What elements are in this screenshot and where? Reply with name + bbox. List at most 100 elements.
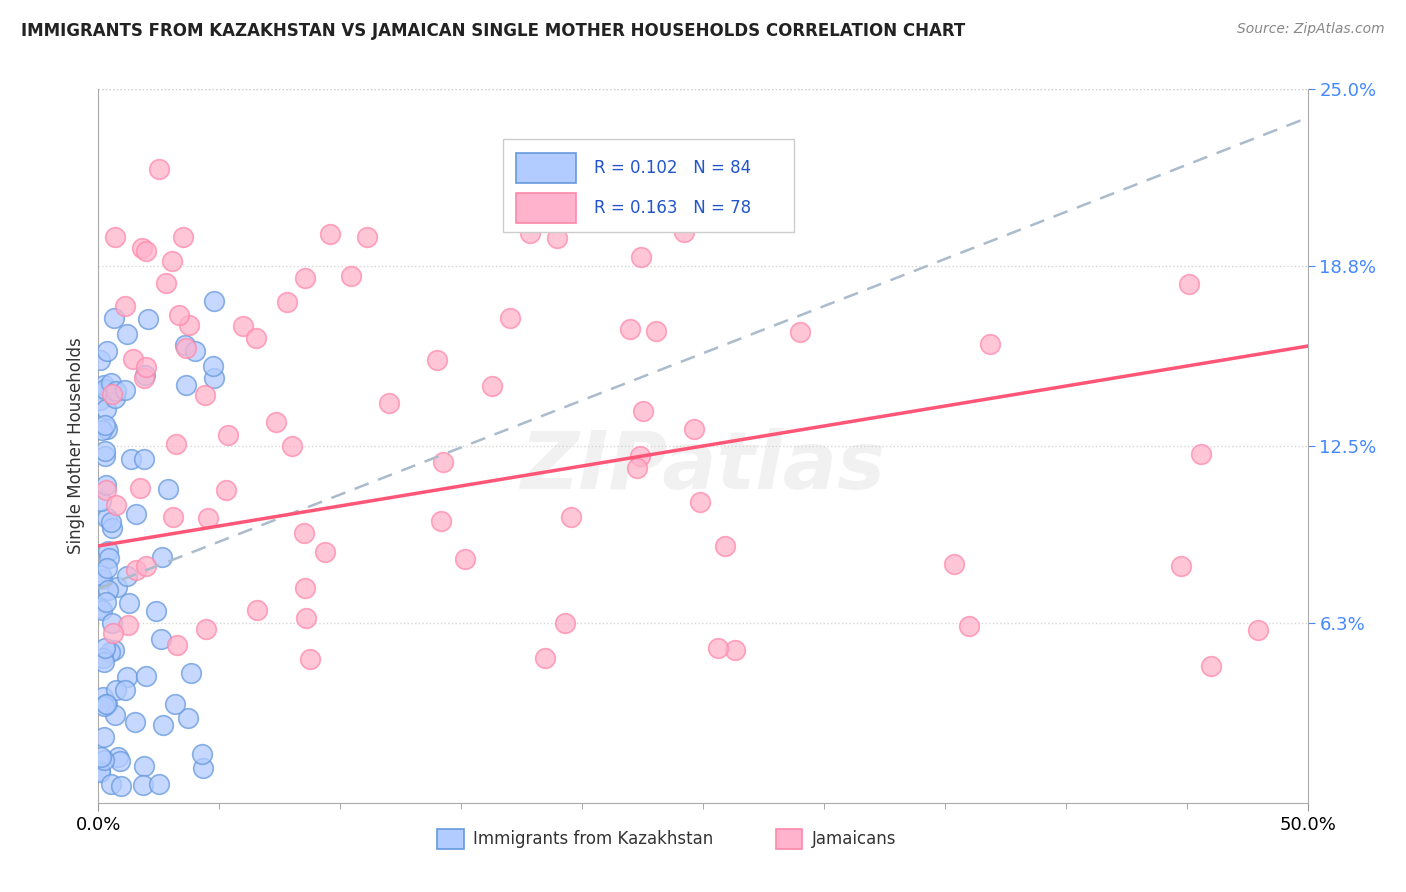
Point (91, 651, 114, 665)
Point (707, 640, 730, 655)
Point (245, 331, 267, 345)
Point (136, 312, 159, 326)
Point (281, 440, 304, 454)
Point (104, 230, 127, 244)
Point (97, 583, 120, 598)
Point (191, 747, 214, 761)
Point (1178, 277, 1201, 291)
Point (105, 683, 128, 698)
Point (131, 241, 153, 255)
Point (1199, 658, 1222, 673)
Point (197, 511, 219, 525)
Point (180, 666, 202, 681)
Point (498, 310, 520, 325)
Point (194, 388, 217, 402)
Text: Source: ZipAtlas.com: Source: ZipAtlas.com (1237, 22, 1385, 37)
Point (94, 483, 117, 497)
Point (619, 322, 641, 336)
Point (232, 318, 254, 333)
Point (135, 359, 157, 374)
Point (204, 294, 226, 309)
Point (481, 379, 503, 393)
Point (432, 455, 454, 469)
Point (100, 376, 122, 390)
Point (101, 626, 124, 640)
Point (94, 444, 117, 458)
Point (93, 378, 115, 392)
Point (96, 561, 118, 575)
Point (165, 437, 187, 451)
Point (89, 392, 111, 407)
Point (454, 552, 477, 566)
Point (94, 697, 117, 711)
Point (560, 510, 582, 524)
Point (204, 371, 226, 385)
Point (942, 557, 965, 571)
Point (645, 324, 668, 338)
Point (132, 759, 155, 773)
Point (101, 387, 124, 401)
Text: Jamaicans: Jamaicans (811, 830, 896, 848)
Point (93, 753, 115, 767)
Point (134, 370, 156, 384)
Point (96, 422, 118, 436)
Point (724, 643, 747, 657)
FancyBboxPatch shape (503, 139, 793, 232)
Point (90, 603, 112, 617)
Point (979, 336, 1001, 351)
Point (132, 778, 155, 792)
Point (148, 777, 170, 791)
Point (107, 749, 129, 764)
Point (339, 268, 361, 283)
Point (97, 551, 120, 566)
Point (264, 415, 287, 429)
Point (294, 526, 316, 541)
Point (714, 539, 737, 553)
Point (689, 495, 711, 509)
Point (546, 231, 568, 245)
Point (554, 615, 576, 630)
Point (195, 622, 218, 636)
Point (145, 604, 167, 618)
Point (673, 226, 696, 240)
Point (117, 569, 139, 583)
Point (94, 382, 117, 396)
Bar (516, 193, 576, 223)
Point (125, 563, 148, 577)
Point (94, 450, 117, 464)
Point (177, 710, 200, 724)
Point (97, 544, 120, 558)
Point (174, 378, 197, 392)
Point (314, 545, 336, 559)
Point (295, 611, 318, 625)
Point (166, 638, 188, 652)
Point (91, 690, 114, 705)
Point (134, 452, 156, 467)
Point (114, 384, 136, 398)
Point (100, 516, 122, 530)
Point (94, 384, 117, 398)
Bar (776, 830, 803, 849)
Point (156, 482, 179, 496)
Bar (516, 153, 576, 184)
Point (191, 761, 214, 775)
Point (135, 669, 157, 683)
Point (89, 600, 111, 615)
Point (628, 449, 651, 463)
Point (125, 507, 148, 521)
Point (103, 643, 125, 657)
Point (120, 452, 142, 467)
Point (1170, 558, 1192, 573)
Point (96, 344, 118, 359)
Point (633, 404, 655, 418)
Point (172, 230, 194, 244)
Point (117, 670, 139, 684)
Point (117, 596, 139, 610)
Point (276, 295, 298, 310)
Point (117, 618, 139, 632)
Point (155, 277, 177, 291)
Text: Immigrants from Kazakhstan: Immigrants from Kazakhstan (474, 830, 713, 848)
Point (89, 764, 111, 778)
Point (100, 776, 122, 790)
Text: R = 0.102   N = 84: R = 0.102 N = 84 (595, 160, 751, 178)
